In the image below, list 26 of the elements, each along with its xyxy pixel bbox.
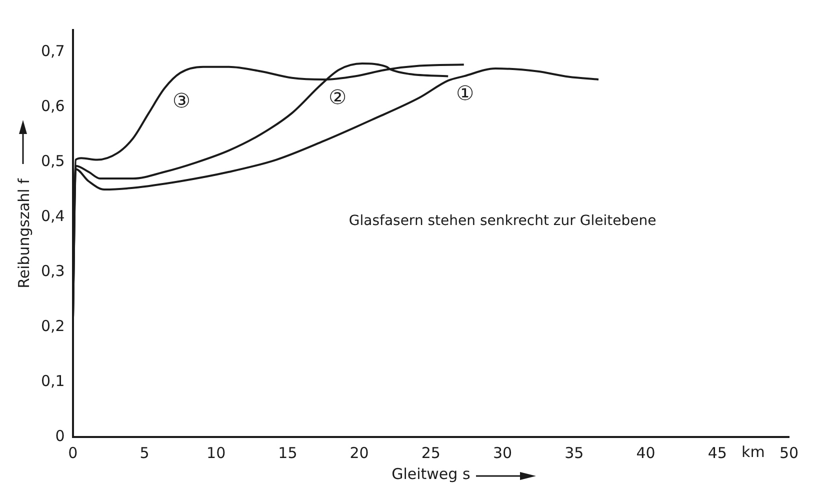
series-label: ② bbox=[328, 85, 347, 110]
y-tick-label: 0,7 bbox=[40, 42, 65, 60]
x-tick-label: 40 bbox=[636, 444, 656, 462]
x-tick-label: 5 bbox=[140, 444, 150, 462]
y-tick-label: 0,3 bbox=[40, 262, 65, 280]
y-tick-label: 0,5 bbox=[40, 152, 65, 170]
x-axis-title: Gleitweg s bbox=[392, 464, 470, 483]
y-tick-label: 0,2 bbox=[40, 316, 65, 335]
y-tick-label: 0,1 bbox=[40, 372, 65, 390]
series-label: ③ bbox=[172, 88, 190, 113]
x-tick-label: 25 bbox=[421, 444, 440, 462]
text: km bbox=[742, 442, 765, 461]
x-tick-label: 45 bbox=[708, 444, 727, 462]
annotation: Glasfasern stehen senkrecht zur Gleitebene bbox=[348, 212, 656, 229]
y-axis-title: Reibungszahl f bbox=[14, 178, 33, 288]
x-tick-label: 0 bbox=[68, 444, 78, 462]
x-tick-label: 50 bbox=[779, 444, 799, 462]
series-label: ① bbox=[456, 80, 474, 105]
x-tick-label: 15 bbox=[278, 444, 298, 462]
x-tick-label: 30 bbox=[492, 444, 512, 462]
x-tick-label: 10 bbox=[206, 444, 226, 462]
y-tick-label: 0,6 bbox=[40, 96, 65, 115]
y-tick-label: 0 bbox=[55, 426, 65, 445]
x-tick-label: 35 bbox=[564, 444, 584, 462]
y-tick-label: 0,4 bbox=[40, 206, 65, 225]
x-tick-label: 20 bbox=[350, 444, 369, 462]
